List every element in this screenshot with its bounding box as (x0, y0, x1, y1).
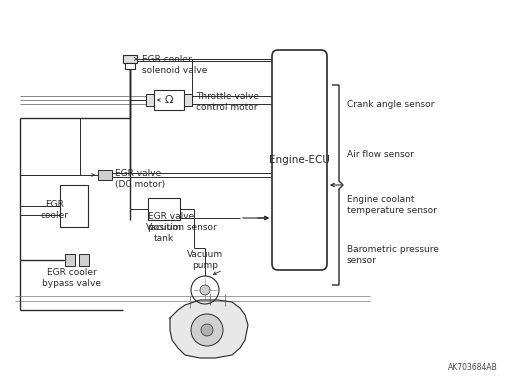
Text: EGR valve
position sensor: EGR valve position sensor (147, 212, 216, 232)
Bar (123, 55, 137, 63)
Bar (65, 254, 75, 266)
Text: Air flow sensor: Air flow sensor (346, 150, 413, 159)
Text: EGR valve
(DC motor): EGR valve (DC motor) (115, 169, 165, 189)
Bar (154, 90, 184, 110)
Bar (147, 198, 180, 220)
Text: EGR
cooler: EGR cooler (41, 200, 69, 220)
Polygon shape (170, 300, 247, 358)
Text: EGR cooler
bypass valve: EGR cooler bypass valve (42, 268, 102, 288)
Bar (184, 94, 191, 106)
Text: Crank angle sensor: Crank angle sensor (346, 100, 433, 109)
Bar (125, 63, 135, 69)
Text: Engine coolant
temperature sensor: Engine coolant temperature sensor (346, 195, 436, 215)
Text: AK703684AB: AK703684AB (447, 363, 497, 372)
Text: Barometric pressure
sensor: Barometric pressure sensor (346, 245, 438, 265)
Circle shape (200, 324, 213, 336)
Text: Ω: Ω (165, 95, 173, 105)
Text: EGR cooler
solenoid valve: EGR cooler solenoid valve (142, 55, 207, 75)
Text: Vacuum
pump: Vacuum pump (186, 250, 223, 270)
Bar (79, 254, 89, 266)
Text: Vacuum
tank: Vacuum tank (145, 223, 182, 243)
Circle shape (190, 314, 223, 346)
FancyBboxPatch shape (272, 50, 326, 270)
Bar (60, 185, 88, 227)
Bar (98, 170, 112, 180)
Text: Throttle valve
control motor: Throttle valve control motor (195, 92, 259, 112)
Text: Engine-ECU: Engine-ECU (269, 155, 329, 165)
Circle shape (199, 285, 210, 295)
Bar (146, 94, 154, 106)
